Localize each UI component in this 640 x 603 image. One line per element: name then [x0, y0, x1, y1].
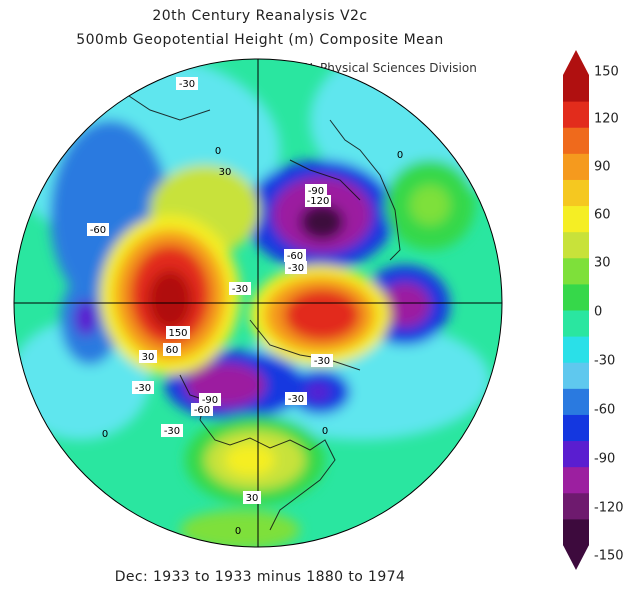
contour-label: 0	[235, 526, 241, 537]
colorbar-top-arrow	[563, 50, 589, 75]
contour-label: -60	[90, 225, 106, 236]
colorbar-label: 150	[594, 64, 619, 80]
chart-title: 20th Century Reanalysis V2c	[152, 8, 368, 24]
contour-label: -30	[164, 426, 180, 437]
colorbar	[563, 50, 589, 570]
region-neutral-west	[14, 320, 150, 440]
contour-label: 150	[168, 328, 187, 339]
contour-labels: -30 0 30 -60 -90 -120 -60 0 -30 150 30 6…	[87, 77, 403, 537]
contour-label: -30	[314, 356, 330, 367]
contour-label: -60	[194, 405, 210, 416]
contour-label: 0	[215, 146, 221, 157]
colorbar-cell	[563, 388, 589, 415]
colorbar-label: -30	[594, 353, 616, 369]
contour-label: 30	[219, 167, 232, 178]
colorbar-cell	[563, 153, 589, 180]
colorbar-cell	[563, 440, 589, 468]
contour-label: -120	[307, 196, 330, 207]
colorbar-cell	[563, 466, 589, 494]
colorbar-bottom-arrow	[563, 545, 589, 570]
colorbar-cell	[563, 310, 589, 337]
contour-label: 60	[166, 345, 179, 356]
contour-label: -90	[202, 395, 218, 406]
colorbar-cell	[563, 492, 589, 520]
colorbar-cell	[563, 336, 589, 363]
colorbar-cell	[563, 257, 589, 285]
contour-label: -90	[308, 186, 324, 197]
contour-label: -30	[288, 394, 304, 405]
chart-subtitle: 500mb Geopotential Height (m) Composite …	[76, 32, 444, 48]
colorbar-cell	[563, 75, 589, 102]
colorbar-cell	[563, 101, 589, 128]
contour-label: -30	[232, 284, 248, 295]
colorbar-cell	[563, 179, 589, 207]
colorbar-label: -150	[594, 548, 624, 564]
coastlines	[119, 89, 401, 531]
contour-label: -30	[179, 79, 195, 90]
contour-label: -30	[135, 383, 151, 394]
colorbar-cell	[563, 283, 589, 311]
colorbar-label: -90	[594, 451, 616, 467]
colorbar-cell	[563, 231, 589, 259]
colorbar-label: 60	[594, 207, 611, 223]
footer-caption: Dec: 1933 to 1933 minus 1880 to 1974	[114, 569, 406, 585]
contour-label: -30	[288, 263, 304, 274]
colorbar-label: 90	[594, 159, 611, 175]
anomaly-field	[14, 59, 502, 547]
contour-label: 30	[142, 352, 155, 363]
colorbar-label: 0	[594, 304, 603, 320]
colorbar-label: 30	[594, 255, 611, 271]
colorbar-label: -120	[594, 500, 624, 516]
contour-label: -60	[287, 251, 303, 262]
colorbar-cell	[563, 362, 589, 389]
contour-label: 30	[246, 493, 259, 504]
contour-label: 0	[102, 429, 108, 440]
colorbar-cell	[563, 518, 589, 546]
contour-label: 0	[397, 150, 403, 161]
contour-label: 0	[322, 426, 328, 437]
colorbar-label: -60	[594, 402, 616, 418]
colorbar-cell	[563, 205, 589, 233]
colorbar-cell	[563, 414, 589, 442]
colorbar-cell	[563, 127, 589, 154]
colorbar-label: 120	[594, 111, 619, 127]
